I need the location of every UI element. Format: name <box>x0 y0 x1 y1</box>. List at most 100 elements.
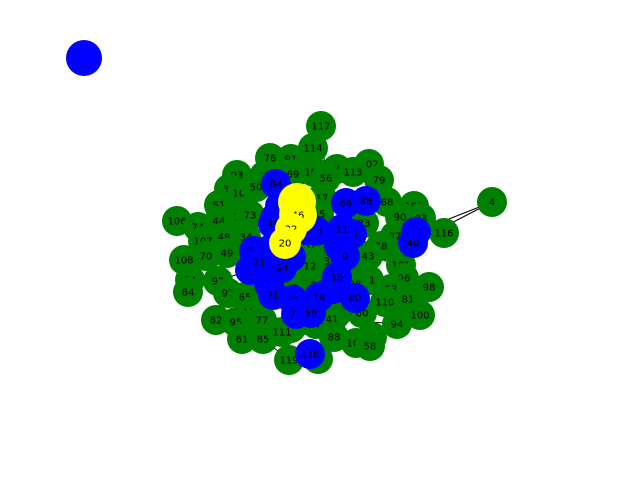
node-0: 0 <box>330 241 360 271</box>
node-circle <box>269 227 301 259</box>
node-label: 0 <box>342 252 348 263</box>
node-label: 41 <box>326 315 339 326</box>
node-label: 97 <box>222 289 235 300</box>
node-label: 86 <box>360 197 373 208</box>
node-label: 82 <box>210 316 223 327</box>
node-label: 119 <box>279 356 298 367</box>
node-label: 39 <box>324 257 337 268</box>
offscreen-node <box>66 40 102 76</box>
node-label: 70 <box>200 252 213 263</box>
node-label: 90 <box>394 213 407 224</box>
node-circle <box>173 277 203 307</box>
node-label: 11 <box>336 225 349 236</box>
node-80: 80 <box>340 283 370 313</box>
node-circle <box>405 300 435 330</box>
node-label: 87 <box>389 232 402 243</box>
node-118: 118 <box>295 339 325 369</box>
node-label: 93 <box>231 171 244 182</box>
node-label: 56 <box>320 174 333 185</box>
node-label: 68 <box>381 198 394 209</box>
node-circle <box>227 324 257 354</box>
node-circle <box>429 218 459 248</box>
node-20: 20 <box>269 227 301 259</box>
node-label: 95 <box>230 318 243 329</box>
node-61: 61 <box>227 324 257 354</box>
node-label: 116 <box>434 229 453 240</box>
node-label: 20 <box>279 239 292 250</box>
node-label: 69 <box>287 170 300 181</box>
node-circle <box>244 247 274 277</box>
node-label: 96 <box>398 274 411 285</box>
node-label: 94 <box>391 320 404 331</box>
node-label: 44 <box>213 217 226 228</box>
node-label: 61 <box>236 335 249 346</box>
node-label: 118 <box>300 350 319 361</box>
node-94: 94 <box>382 309 412 339</box>
node-label: 80 <box>349 294 362 305</box>
node-58b: 58 <box>355 331 385 361</box>
node-label: 40 <box>407 239 420 250</box>
node-circle <box>398 228 428 258</box>
node-label: 108 <box>174 256 193 267</box>
node-label: 81 <box>402 295 415 306</box>
node-circle <box>338 157 368 187</box>
node-label: 48 <box>218 233 231 244</box>
node-4: 4 <box>477 187 507 217</box>
node-label: 78 <box>375 242 388 253</box>
node-circle <box>327 214 357 244</box>
node-label: 35 <box>313 210 326 221</box>
node-label: 79 <box>373 176 386 187</box>
node-circle <box>370 287 400 317</box>
node-label: 60 <box>356 309 369 320</box>
node-label: 50 <box>250 183 263 194</box>
node-label: 102 <box>359 160 378 171</box>
node-label: 100 <box>410 311 429 322</box>
node-circle <box>351 186 381 216</box>
node-116: 116 <box>429 218 459 248</box>
node-label: 45 <box>267 220 280 231</box>
node-circle <box>355 331 385 361</box>
node-label: 88 <box>328 333 341 344</box>
node-11: 11 <box>327 214 357 244</box>
node-100: 100 <box>405 300 435 330</box>
node-label: 76 <box>264 154 277 165</box>
node-59: 59 <box>296 298 326 328</box>
node-84b: 84 <box>173 277 203 307</box>
node-label: 75 <box>290 310 303 321</box>
node-label: 73 <box>244 211 257 222</box>
node-label: 17 <box>316 194 329 205</box>
node-label: 98 <box>423 283 436 294</box>
node-circle <box>340 283 370 313</box>
node-label: 66 <box>340 199 353 210</box>
node-113: 113 <box>338 157 368 187</box>
node-label: 85 <box>257 335 270 346</box>
node-label: 65 <box>239 293 252 304</box>
node-label: 117 <box>311 122 330 133</box>
node-circle <box>330 241 360 271</box>
node-label: 21 <box>253 258 266 269</box>
node-label: 77 <box>256 316 269 327</box>
graph-nodes: 1171147691102891139363691055679371035017… <box>162 111 507 375</box>
node-label: 71 <box>267 291 280 302</box>
node-label: 106 <box>167 217 186 228</box>
node-label: 114 <box>303 144 322 155</box>
node-circle <box>477 187 507 217</box>
node-label: 113 <box>343 168 362 179</box>
node-label: 12 <box>304 262 317 273</box>
node-label: 64 <box>276 264 289 275</box>
node-circle <box>382 309 412 339</box>
node-circle <box>295 339 325 369</box>
node-label: 49 <box>221 249 234 260</box>
node-64: 64 <box>267 253 297 283</box>
node-label: 103 <box>232 189 251 200</box>
node-label: 59 <box>305 309 318 320</box>
node-label: 84 <box>182 288 195 299</box>
node-110: 110 <box>370 287 400 317</box>
node-label: 43 <box>362 252 375 263</box>
node-21: 21 <box>244 247 274 277</box>
node-label: 110 <box>375 298 394 309</box>
node-circle <box>267 253 297 283</box>
node-86: 86 <box>351 186 381 216</box>
node-label: 34 <box>240 233 253 244</box>
